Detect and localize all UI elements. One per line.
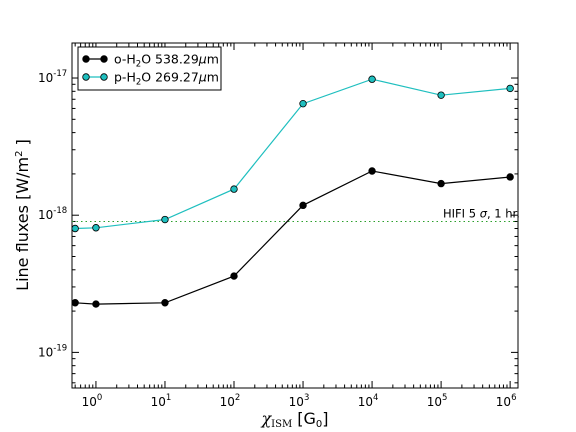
x-tick-label: 101 bbox=[151, 393, 172, 409]
y-tick-label: 10-17 bbox=[38, 69, 67, 85]
legend-marker-p-h2o bbox=[82, 73, 90, 81]
data-point-p-h2o bbox=[437, 91, 445, 99]
legend-entry-o-h2o: o-H2O 538.29μm bbox=[82, 52, 219, 70]
data-point-p-h2o bbox=[230, 185, 238, 193]
y-tick-label: 10-19 bbox=[38, 343, 67, 359]
legend-marker-o-h2o bbox=[82, 55, 90, 63]
data-point-o-h2o bbox=[437, 179, 445, 188]
x-tick-label: 106 bbox=[496, 393, 517, 409]
x-tick-label: 102 bbox=[220, 393, 241, 409]
y-axis: 10-19 10-18 10-17 bbox=[38, 69, 518, 384]
data-point-o-h2o bbox=[71, 299, 79, 307]
hifi-detection-limit-label: HIFI 5 σ, 1 hr. bbox=[443, 206, 520, 220]
legend-marker-p-h2o bbox=[100, 73, 108, 81]
data-point-p-h2o bbox=[506, 84, 514, 93]
data-point-o-h2o bbox=[299, 201, 307, 210]
legend-label-p-h2o: p-H2O 269.27μm bbox=[114, 70, 219, 88]
data-point-p-h2o bbox=[299, 99, 307, 108]
y-tick-label: 10-18 bbox=[38, 206, 67, 222]
x-tick-label: 105 bbox=[427, 393, 448, 409]
data-point-o-h2o bbox=[368, 167, 376, 175]
series-line-p-h2o bbox=[75, 78, 511, 230]
legend-entry-p-h2o: p-H2O 269.27μm bbox=[82, 70, 219, 88]
legend-label-o-h2o: o-H2O 538.29μm bbox=[114, 52, 219, 70]
legend: o-H2O 538.29μm p-H2O 269.27μm bbox=[77, 46, 222, 91]
data-point-p-h2o bbox=[161, 215, 169, 224]
legend-marker-o-h2o bbox=[100, 55, 108, 63]
x-tick-label: 100 bbox=[82, 393, 103, 409]
x-axis: 100 101 102 103 104 105 106 bbox=[74, 43, 517, 409]
x-axis-title: χISM [G0] bbox=[260, 409, 328, 430]
data-point-o-h2o bbox=[506, 173, 514, 181]
x-tick-label: 103 bbox=[289, 393, 310, 409]
x-tick-label: 104 bbox=[358, 393, 379, 409]
legend-box bbox=[77, 46, 222, 91]
data-point-p-h2o bbox=[92, 224, 100, 232]
series-line-o-h2o bbox=[75, 170, 511, 305]
series-layer bbox=[71, 75, 514, 308]
data-point-p-h2o bbox=[71, 224, 79, 233]
y-axis-title: Line fluxes [W/m2 ] bbox=[13, 139, 32, 291]
data-point-o-h2o bbox=[230, 272, 238, 280]
data-point-o-h2o bbox=[92, 300, 100, 308]
data-point-o-h2o bbox=[161, 299, 169, 307]
data-point-p-h2o bbox=[368, 75, 376, 83]
